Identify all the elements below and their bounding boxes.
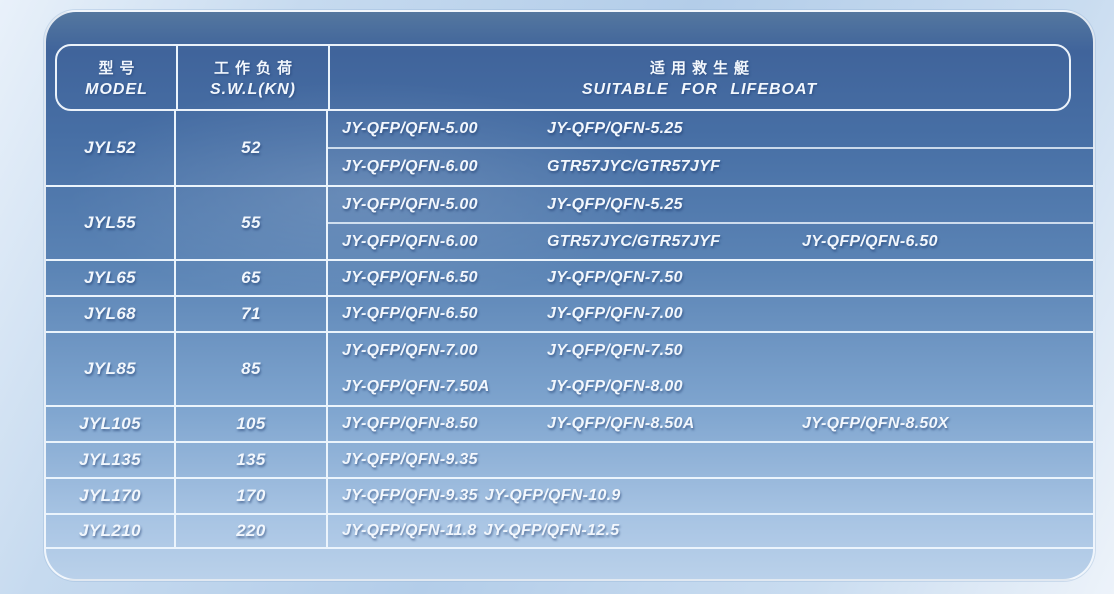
spec-table-panel: 型号 MODEL 工作负荷 S.W.L(KN) 适用救生艇 SUITABLE F… (44, 10, 1095, 581)
table-row: JYL135 135 JY-QFP/QFN-9.35 (46, 441, 1093, 477)
header-lifeboat-zh: 适用救生艇 (649, 59, 755, 77)
boat-line: JY-QFP/QFN-8.50 JY-QFP/QFN-8.50A JY-QFP/QF… (328, 407, 1093, 441)
lifeboat-model: JY-QFP/QFN-5.25 (547, 195, 683, 213)
lifeboat-model: JY-QFP/QFN-8.50 (342, 415, 478, 432)
header-cell-lifeboat: 适用救生艇 SUITABLE FOR LIFEBOAT (330, 46, 1069, 109)
header-swl-en: S.W.L(KN) (209, 80, 296, 98)
model-cell: JYL55 (46, 187, 176, 259)
boat-line: JY-QFP/QFN-9.35 JY-QFP/QFN-10.9 (328, 479, 1093, 513)
table-row: JYL210 220 JY-QFP/QFN-11.8 JY-QFP/QFN-12.… (46, 513, 1093, 549)
table-row: JYL65 65 JY-QFP/QFN-6.50 JY-QFP/QFN-7.50 (46, 259, 1093, 295)
lifeboat-model: JY-QFP/QFN-7.00 (342, 342, 478, 359)
lifeboat-model: GTR57JYC/GTR57JYF (547, 158, 721, 175)
lifeboat-model: JY-QFP/QFN-10.9 (484, 487, 621, 504)
lifeboat-model: JY-QFP/QFN-6.50 (802, 232, 938, 250)
table-row: JYL170 170 JY-QFP/QFN-9.35 JY-QFP/QFN-10.… (46, 477, 1093, 513)
header-swl-zh: 工作负荷 (213, 59, 298, 77)
lifeboat-model: JY-QFP/QFN-6.00 (342, 158, 478, 175)
boat-cell: JY-QFP/QFN-6.50 JY-QFP/QFN-7.00 (328, 297, 1093, 331)
boat-line: JY-QFP/QFN-11.8 JY-QFP/QFN-12.5 (328, 515, 1093, 547)
header-lifeboat-en: SUITABLE FOR LIFEBOAT (581, 80, 818, 98)
lifeboat-model: JY-QFP/QFN-9.35 (342, 487, 478, 504)
swl-cell: 55 (176, 187, 328, 259)
header-cell-model: 型号 MODEL (57, 46, 178, 109)
table-row: JYL68 71 JY-QFP/QFN-6.50 JY-QFP/QFN-7.00 (46, 295, 1093, 331)
lifeboat-model: GTR57JYC/GTR57JYF (547, 232, 721, 250)
lifeboat-model: JY-QFP/QFN-11.8 (342, 522, 477, 539)
boat-line: JY-QFP/QFN-6.50 JY-QFP/QFN-7.50 (328, 261, 1093, 295)
table-header: 型号 MODEL 工作负荷 S.W.L(KN) 适用救生艇 SUITABLE F… (55, 44, 1071, 111)
boat-line: JY-QFP/QFN-5.00 JY-QFP/QFN-5.25 (328, 111, 1093, 149)
boat-cell: JY-QFP/QFN-5.00 JY-QFP/QFN-5.25 JY-QFP/QFN… (328, 111, 1093, 185)
boat-line: JY-QFP/QFN-6.00 GTR57JYC/GTR57JYF (328, 149, 1093, 185)
header-model-en: MODEL (85, 80, 148, 98)
lifeboat-model: JY-QFP/QFN-9.35 (342, 451, 478, 468)
header-model-zh: 型号 (98, 59, 141, 77)
table-row: JYL85 85 JY-QFP/QFN-7.00 JY-QFP/QFN-7.50 J… (46, 331, 1093, 405)
swl-cell: 220 (176, 515, 328, 547)
swl-cell: 170 (176, 479, 328, 513)
header-cell-swl: 工作负荷 S.W.L(KN) (178, 46, 330, 109)
boat-line: JY-QFP/QFN-7.00 JY-QFP/QFN-7.50 (328, 333, 1093, 369)
boat-cell: JY-QFP/QFN-11.8 JY-QFP/QFN-12.5 (328, 515, 1093, 547)
lifeboat-model: JY-QFP/QFN-7.50 (547, 269, 683, 286)
swl-cell: 135 (176, 443, 328, 477)
lifeboat-model: JY-QFP/QFN-7.00 (547, 305, 683, 322)
boat-line: JY-QFP/QFN-9.35 (328, 443, 1093, 477)
lifeboat-model: JY-QFP/QFN-8.00 (547, 378, 683, 395)
lifeboat-model: JY-QFP/QFN-5.00 (342, 195, 478, 213)
model-cell: JYL105 (46, 407, 176, 441)
boat-cell: JY-QFP/QFN-9.35 (328, 443, 1093, 477)
table-row: JYL55 55 JY-QFP/QFN-5.00 JY-QFP/QFN-5.25 J… (46, 185, 1093, 259)
lifeboat-model: JY-QFP/QFN-6.50 (342, 269, 478, 286)
model-cell: JYL52 (46, 111, 176, 185)
model-cell: JYL85 (46, 333, 176, 405)
table-row: JYL105 105 JY-QFP/QFN-8.50 JY-QFP/QFN-8.5… (46, 405, 1093, 441)
boat-cell: JY-QFP/QFN-5.00 JY-QFP/QFN-5.25 JY-QFP/QFN… (328, 187, 1093, 259)
lifeboat-model: JY-QFP/QFN-12.5 (483, 522, 620, 539)
boat-cell: JY-QFP/QFN-9.35 JY-QFP/QFN-10.9 (328, 479, 1093, 513)
lifeboat-model: JY-QFP/QFN-5.25 (547, 120, 683, 137)
lifeboat-model: JY-QFP/QFN-7.50A (342, 378, 490, 395)
boat-line: JY-QFP/QFN-7.50A JY-QFP/QFN-8.00 (328, 369, 1093, 405)
swl-cell: 105 (176, 407, 328, 441)
model-cell: JYL135 (46, 443, 176, 477)
lifeboat-model: JY-QFP/QFN-8.50X (802, 415, 949, 432)
model-cell: JYL65 (46, 261, 176, 295)
lifeboat-model: JY-QFP/QFN-8.50A (547, 415, 695, 432)
table-row: JYL52 52 JY-QFP/QFN-5.00 JY-QFP/QFN-5.25 J… (46, 111, 1093, 185)
swl-cell: 52 (176, 111, 328, 185)
table-body: JYL52 52 JY-QFP/QFN-5.00 JY-QFP/QFN-5.25 J… (46, 111, 1093, 549)
lifeboat-model: JY-QFP/QFN-5.00 (342, 120, 478, 137)
boat-line: JY-QFP/QFN-6.50 JY-QFP/QFN-7.00 (328, 297, 1093, 331)
boat-line: JY-QFP/QFN-6.00 GTR57JYC/GTR57JYF JY-QFP/Q… (328, 224, 1093, 259)
lifeboat-model: JY-QFP/QFN-7.50 (547, 342, 683, 359)
model-cell: JYL170 (46, 479, 176, 513)
boat-cell: JY-QFP/QFN-8.50 JY-QFP/QFN-8.50A JY-QFP/QF… (328, 407, 1093, 441)
boat-cell: JY-QFP/QFN-7.00 JY-QFP/QFN-7.50 JY-QFP/QFN… (328, 333, 1093, 405)
lifeboat-model: JY-QFP/QFN-6.00 (342, 232, 478, 250)
boat-line: JY-QFP/QFN-5.00 JY-QFP/QFN-5.25 (328, 187, 1093, 224)
lifeboat-model: JY-QFP/QFN-6.50 (342, 305, 478, 322)
swl-cell: 71 (176, 297, 328, 331)
swl-cell: 65 (176, 261, 328, 295)
boat-cell: JY-QFP/QFN-6.50 JY-QFP/QFN-7.50 (328, 261, 1093, 295)
model-cell: JYL68 (46, 297, 176, 331)
model-cell: JYL210 (46, 515, 176, 547)
swl-cell: 85 (176, 333, 328, 405)
